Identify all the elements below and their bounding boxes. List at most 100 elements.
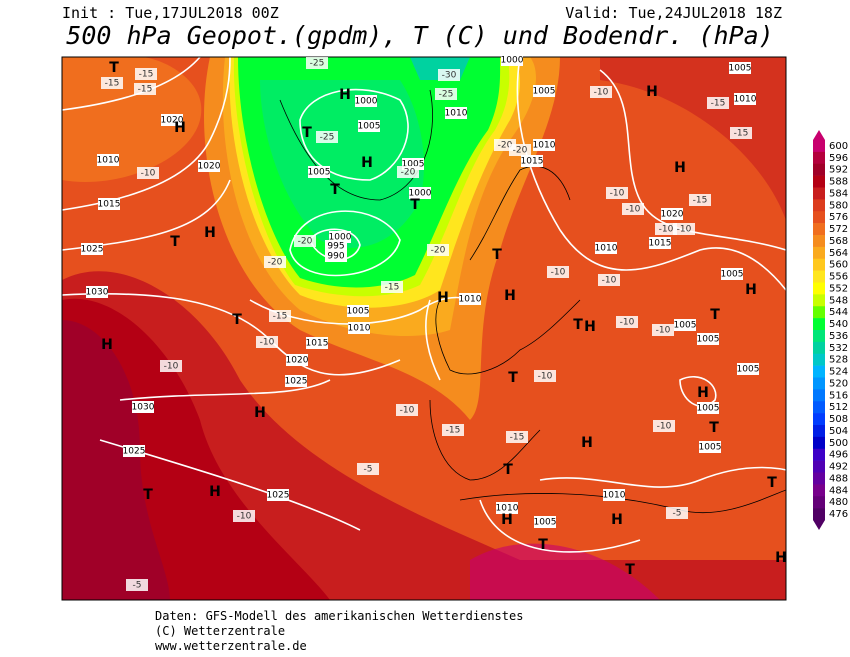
- temperature-label: -15: [510, 433, 525, 443]
- colorbar-label: 516: [829, 390, 848, 401]
- temperature-label: -10: [610, 189, 625, 199]
- isobar-label-box: [306, 337, 328, 349]
- temperature-label: -10: [141, 169, 156, 179]
- isobar-label-box: [98, 198, 120, 210]
- pressure-center: T: [492, 247, 502, 263]
- colorbar-label: 596: [829, 153, 848, 164]
- temperature-label-box: [547, 266, 569, 278]
- isobar-label-box: [358, 120, 380, 132]
- isobar-label: 1010: [348, 324, 371, 334]
- colorbar-label: 568: [829, 236, 848, 247]
- colorbar-swatch: [813, 365, 825, 378]
- colorbar-swatch: [813, 187, 825, 200]
- isobar-label: 1005: [737, 365, 760, 375]
- isobar-label: 995: [327, 242, 344, 252]
- temperature-label-box: [137, 167, 159, 179]
- temperature-label-box: [294, 235, 316, 247]
- isobar-label: 1005: [347, 307, 370, 317]
- colorbar-swatch: [813, 258, 825, 271]
- pressure-center: T: [767, 475, 777, 491]
- isobar-label-box: [674, 319, 696, 331]
- temperature-label: -10: [594, 88, 609, 98]
- temperature-label: -10: [400, 406, 415, 416]
- temperature-label-box: [233, 510, 255, 522]
- colorbar-label: 496: [829, 450, 848, 461]
- isobar-label: 1025: [81, 245, 104, 255]
- colorbar-swatch: [813, 496, 825, 509]
- pressure-center: H: [674, 160, 686, 176]
- pressure-center: T: [710, 307, 720, 323]
- temperature-label: -15: [734, 129, 749, 139]
- isobar-label-box: [661, 208, 683, 220]
- colorbar-swatch: [813, 425, 825, 438]
- temperature-label: -10: [551, 268, 566, 278]
- colorbar-label: 492: [829, 462, 848, 473]
- isobar-label-box: [496, 502, 518, 514]
- field: [62, 57, 202, 182]
- isobar-label: 1005: [533, 87, 556, 97]
- isobar-label-box: [699, 441, 721, 453]
- temperature-label-box: [689, 194, 711, 206]
- pressure-center: H: [775, 550, 787, 566]
- temperature-label-box: [606, 187, 628, 199]
- temperature-label-box: [707, 97, 729, 109]
- temperature-label: -20: [513, 146, 528, 156]
- colorbar-label: 588: [829, 177, 848, 188]
- colorbar-swatch: [813, 472, 825, 485]
- colorbar-swatch: [813, 294, 825, 307]
- colorbar-label: 524: [829, 367, 848, 378]
- temperature-label: -5: [673, 509, 682, 519]
- temperature-label-box: [396, 404, 418, 416]
- pressure-center: H: [697, 385, 709, 401]
- temperature-label: -15: [105, 79, 120, 89]
- temperature-label-box: [269, 310, 291, 322]
- isobar-label-box: [459, 293, 481, 305]
- field: [62, 320, 170, 600]
- pressure-center: H: [611, 512, 623, 528]
- colorbar-swatch: [813, 270, 825, 283]
- pressure-center: H: [174, 120, 186, 136]
- colorbar-label: 512: [829, 402, 848, 413]
- colorbar-swatch: [813, 508, 825, 521]
- colorbar-label: 520: [829, 378, 848, 389]
- pressure-center: T: [508, 370, 518, 386]
- isobar-label: 1000: [409, 189, 432, 199]
- pressure-center: H: [504, 288, 516, 304]
- colorbar-label: 508: [829, 414, 848, 425]
- temperature-label: -10: [620, 318, 635, 328]
- isobar-label-box: [355, 95, 377, 107]
- field: [260, 80, 424, 248]
- pressure-center: T: [410, 197, 420, 213]
- colorbar-swatch: [813, 246, 825, 260]
- pressure-center: H: [254, 405, 266, 421]
- pressure-center: T: [302, 125, 312, 141]
- pressure-center: T: [573, 317, 583, 333]
- temperature-label-box: [316, 131, 338, 143]
- colorbar-swatch: [813, 330, 825, 343]
- colorbar-swatch: [813, 163, 825, 176]
- field: [470, 543, 660, 600]
- isobar-label-box: [267, 489, 289, 501]
- footer-line: Daten: GFS-Modell des amerikanischen Wet…: [155, 609, 523, 623]
- temperature-label: -15: [385, 283, 400, 293]
- temperature-label: -20: [268, 258, 283, 268]
- pressure-center: H: [101, 337, 113, 353]
- isobar-label: 1005: [697, 335, 720, 345]
- temperature-label: -10: [677, 225, 692, 235]
- coastlines: [279, 89, 786, 514]
- isobar-label-box: [521, 155, 543, 167]
- isobar-label-box: [285, 375, 307, 387]
- isobar-label: 1015: [306, 339, 329, 349]
- isobar-label-box: [534, 516, 556, 528]
- footer-line: (C) Wetterzentrale: [155, 624, 285, 638]
- isobar-label: 1020: [198, 162, 221, 172]
- pressure-center: H: [584, 319, 596, 335]
- temperature-label-box: [397, 166, 419, 178]
- colorbar-swatch: [813, 377, 825, 390]
- temperature-label: -10: [657, 422, 672, 432]
- isobar-label: 1000: [355, 97, 378, 107]
- colorbar-label: 584: [829, 188, 848, 199]
- isobar-label: 1010: [533, 141, 556, 151]
- pressure-center: H: [646, 84, 658, 100]
